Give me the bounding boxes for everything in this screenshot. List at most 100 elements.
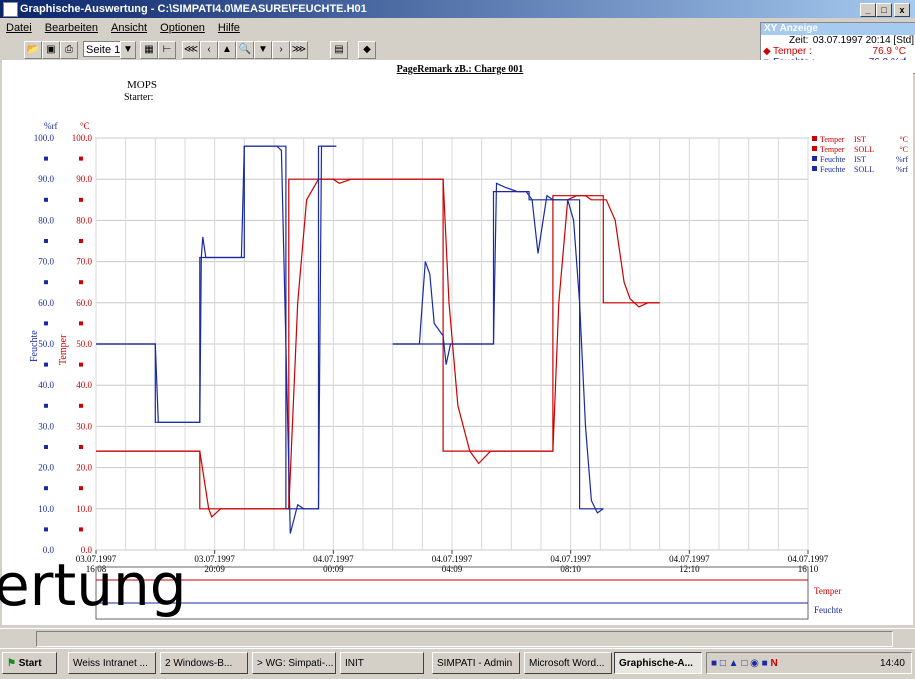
series-line-temper-soll bbox=[96, 178, 660, 510]
toolbar: 📂 ▣ ⎙ Seite 1 ▼ ▦ ⊢ ⋘ ‹ ▲ 🔍 ▼ › ⋙ ▤ ◆ bbox=[0, 38, 760, 60]
network-icon: N bbox=[770, 658, 778, 669]
task-graphische-auswertung[interactable]: Graphische-A... bbox=[614, 652, 702, 674]
overview-strip bbox=[95, 566, 809, 620]
zoom-icon[interactable]: 🔍 bbox=[236, 41, 254, 59]
clock: 14:40 bbox=[879, 658, 905, 669]
series-line-feuchte-ist bbox=[96, 145, 604, 534]
right-axis-unit: °C bbox=[80, 121, 90, 131]
grid-icon[interactable]: ▦ bbox=[140, 41, 158, 59]
minimize-button[interactable]: _ bbox=[860, 3, 876, 17]
next-page-icon[interactable]: › bbox=[272, 41, 290, 59]
left-tick-label: 0.0 bbox=[43, 545, 55, 555]
export-icon[interactable]: ◆ bbox=[358, 41, 376, 59]
prev-page-icon[interactable]: ‹ bbox=[200, 41, 218, 59]
page-remark: PageRemark zB.: Charge 001 bbox=[397, 64, 524, 75]
task-simpati-admin[interactable]: SIMPATI - Admin bbox=[432, 652, 520, 674]
series-line-temper-ist bbox=[96, 178, 660, 519]
right-tick-label: 20.0 bbox=[76, 463, 92, 473]
overview-temper-label: Temper bbox=[814, 586, 841, 596]
menu-datei[interactable]: Datei bbox=[6, 22, 32, 34]
right-minor-marker bbox=[79, 156, 83, 161]
left-tick-label: 60.0 bbox=[38, 298, 54, 308]
starter-label: Starter: bbox=[124, 92, 153, 103]
maximize-button[interactable]: □ bbox=[876, 3, 892, 17]
close-button[interactable]: x bbox=[894, 3, 910, 17]
scroll-up-icon[interactable]: ▲ bbox=[218, 41, 236, 59]
xy-panel-title: XY Anzeige bbox=[761, 23, 915, 35]
left-tick-label: 30.0 bbox=[38, 421, 54, 431]
task-microsoft-word[interactable]: Microsoft Word... bbox=[524, 652, 612, 674]
left-minor-marker bbox=[44, 486, 48, 491]
right-tick-label: 60.0 bbox=[76, 298, 92, 308]
start-button[interactable]: ⚑ Start bbox=[2, 652, 57, 674]
status-field bbox=[36, 631, 893, 647]
right-minor-marker bbox=[79, 403, 83, 408]
left-minor-marker bbox=[44, 527, 48, 532]
left-minor-marker bbox=[44, 362, 48, 367]
chart-page: PageRemark zB.: Charge 001 MOPS Starter:… bbox=[2, 60, 913, 625]
task-windows-browser[interactable]: 2 Windows-B... bbox=[160, 652, 248, 674]
left-minor-marker bbox=[44, 156, 48, 161]
right-tick-label: 90.0 bbox=[76, 174, 92, 184]
xy-temp-value: 76.9 °C bbox=[872, 46, 906, 57]
taskbar: ⚑ Start Weiss Intranet ... 2 Windows-B..… bbox=[0, 648, 915, 679]
menu-hilfe[interactable]: Hilfe bbox=[217, 22, 240, 34]
legend-status: IST bbox=[854, 135, 866, 144]
x-tick-date: 03.07.1997 bbox=[194, 554, 235, 564]
overview-feuchte-label: Feuchte bbox=[814, 605, 843, 615]
task-weiss-intranet[interactable]: Weiss Intranet ... bbox=[68, 652, 156, 674]
chevron-down-icon[interactable]: ▼ bbox=[120, 41, 136, 59]
right-minor-marker bbox=[79, 239, 83, 243]
right-tick-label: 100.0 bbox=[72, 133, 93, 143]
x-tick-time: 20:09 bbox=[204, 564, 225, 574]
right-minor-marker bbox=[79, 445, 83, 449]
legend-name: Feuchte bbox=[820, 155, 846, 164]
right-tick-label: 10.0 bbox=[76, 504, 92, 514]
left-tick-label: 100.0 bbox=[34, 133, 55, 143]
tray-icons: ■ □ ▲ □ ◉ ■ bbox=[711, 658, 771, 669]
right-minor-marker bbox=[79, 280, 83, 285]
right-tick-label: 80.0 bbox=[76, 215, 92, 225]
save-icon[interactable]: ▣ bbox=[42, 41, 60, 59]
window-title: Graphische-Auswertung - C:\SIMPATI4.0\ME… bbox=[20, 3, 367, 15]
right-minor-marker bbox=[79, 486, 83, 491]
right-tick-label: 70.0 bbox=[76, 257, 92, 267]
scroll-down-icon[interactable]: ▼ bbox=[254, 41, 272, 59]
start-label: Start bbox=[18, 658, 42, 669]
temper-axis-label: Temper bbox=[58, 334, 69, 365]
legend-name: Feuchte bbox=[820, 165, 846, 174]
windows-icon: ⚑ bbox=[7, 658, 16, 669]
menu-bearbeiten[interactable]: Bearbeiten bbox=[44, 22, 98, 34]
print-icon[interactable]: ⎙ bbox=[60, 41, 78, 59]
left-tick-label: 40.0 bbox=[38, 380, 54, 390]
task-init[interactable]: INIT bbox=[340, 652, 424, 674]
menu-ansicht[interactable]: Ansicht bbox=[111, 22, 148, 34]
x-tick-date: 04.07.1997 bbox=[669, 554, 710, 564]
legend-unit: °C bbox=[899, 135, 908, 144]
right-minor-marker bbox=[79, 321, 83, 326]
series-line-feuchte-soll bbox=[96, 145, 604, 510]
x-tick-time: 04:09 bbox=[442, 564, 463, 574]
first-page-icon[interactable]: ⋘ bbox=[182, 41, 200, 59]
legend-swatch bbox=[812, 166, 817, 171]
legend-name: Temper bbox=[820, 145, 845, 154]
legend-name: Temper bbox=[820, 135, 845, 144]
legend-unit: °C bbox=[899, 145, 908, 154]
left-minor-marker bbox=[44, 197, 48, 202]
right-minor-marker bbox=[79, 197, 83, 202]
last-page-icon[interactable]: ⋙ bbox=[290, 41, 308, 59]
legend-swatch bbox=[812, 156, 817, 161]
axis-icon[interactable]: ⊢ bbox=[158, 41, 176, 59]
menu-optionen[interactable]: Optionen bbox=[160, 22, 205, 34]
left-minor-marker bbox=[44, 321, 48, 326]
legend-status: SOLL bbox=[854, 165, 874, 174]
legend-swatch bbox=[812, 146, 817, 151]
left-tick-label: 70.0 bbox=[38, 257, 54, 267]
report-icon[interactable]: ▤ bbox=[330, 41, 348, 59]
open-icon[interactable]: 📂 bbox=[24, 41, 42, 59]
right-tick-label: 40.0 bbox=[76, 380, 92, 390]
menu-bar: Datei Bearbeiten Ansicht Optionen Hilfe bbox=[0, 20, 760, 36]
measurement-chart: PageRemark zB.: Charge 001 MOPS Starter:… bbox=[29, 64, 908, 620]
task-wg-simpati[interactable]: > WG: Simpati-... bbox=[252, 652, 336, 674]
left-tick-label: 80.0 bbox=[38, 215, 54, 225]
